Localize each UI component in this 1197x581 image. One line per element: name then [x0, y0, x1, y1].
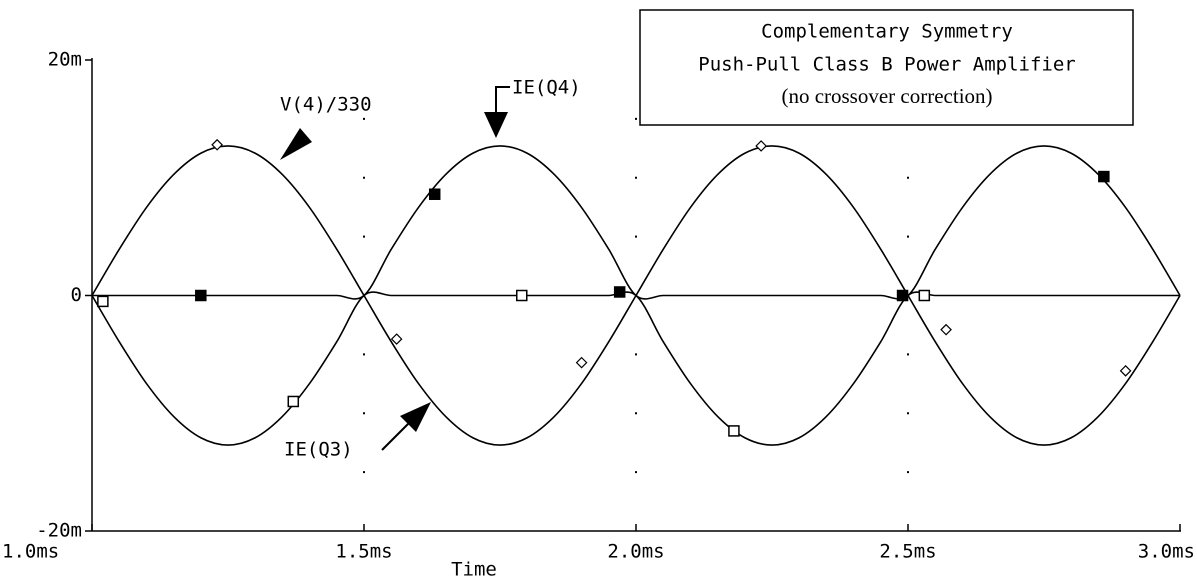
arrow-head [280, 128, 312, 160]
chart-title: (no crossover correction) [781, 84, 992, 108]
marker [896, 289, 909, 302]
x-tick-label: 2.5ms [879, 541, 936, 563]
x-axis-label: Time [451, 559, 497, 581]
title-box [639, 9, 1134, 126]
x-tick-label: 1.0ms [2, 541, 59, 563]
marker [1119, 365, 1132, 377]
x-tick-label: 3.0ms [1138, 541, 1195, 563]
marker [97, 295, 109, 308]
annotation: IE(Q4) [512, 77, 581, 99]
marker [195, 289, 207, 302]
chart-title: Complementary Symmetry [761, 21, 1013, 43]
x-tick-label: 2.0ms [607, 541, 664, 563]
arrow-head [400, 402, 431, 432]
arrow [495, 86, 510, 118]
y-tick-label: -20m [36, 520, 82, 542]
marker [516, 289, 528, 302]
arrow [262, 115, 282, 158]
marker [575, 356, 588, 369]
annotation: IE(Q3) [284, 439, 353, 461]
marker [728, 425, 740, 437]
y-tick-label: 0 [71, 284, 82, 306]
marker [918, 289, 931, 302]
marker [287, 395, 300, 408]
marker [211, 138, 223, 151]
marker [1098, 170, 1110, 183]
series-line [91, 291, 1180, 446]
plot [91, 138, 1181, 446]
marker [390, 333, 403, 345]
marker [755, 140, 767, 152]
arrow-head [484, 112, 508, 138]
annotation: V(4)/330 [280, 94, 372, 116]
y-tick-label: 20m [48, 49, 82, 71]
arrow [381, 419, 413, 451]
chart-title: Push-Pull Class B Power Amplifier [698, 54, 1076, 76]
ticks: -20m 0 20m 1.0ms 1.5ms 2.0ms 2.5ms 3.0ms [2, 49, 1195, 563]
series-line [92, 145, 1181, 300]
marker [428, 188, 441, 200]
marker [940, 323, 952, 336]
x-tick-label: 1.5ms [335, 541, 392, 563]
